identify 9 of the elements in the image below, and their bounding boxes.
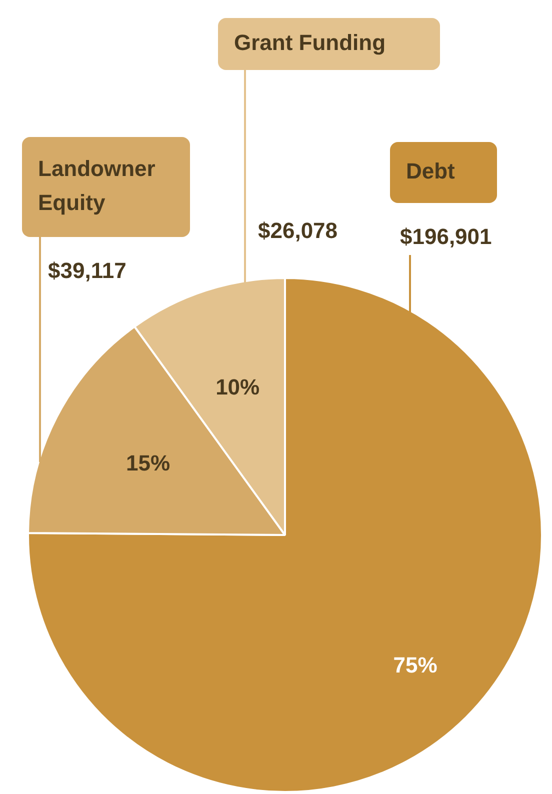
slice-label: Debt [406,158,456,184]
text: 10% [216,374,260,400]
slice-label: Landowner Equity [38,156,156,216]
text: 75% [393,652,438,678]
data-label: $39,117 [48,258,126,284]
text: 15% [126,450,170,476]
slice-label: Grant Funding [234,30,386,56]
data-label: $26,078 [258,218,338,244]
data-label: $196,901 [400,224,492,250]
